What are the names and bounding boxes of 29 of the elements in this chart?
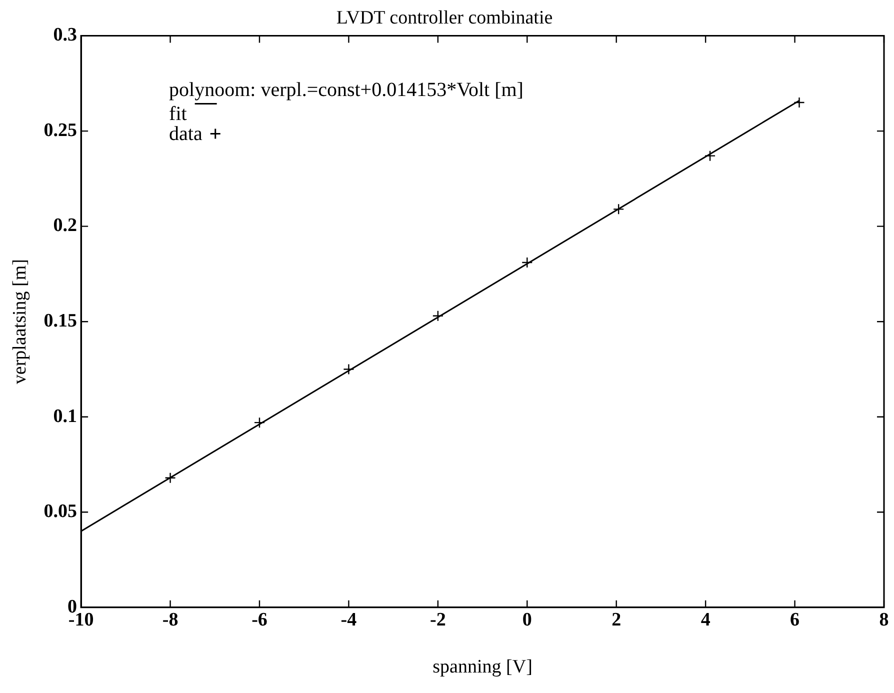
legend-label: fit bbox=[169, 102, 188, 125]
point bbox=[794, 96, 805, 108]
chart-title: LVDT controller combinatie bbox=[336, 7, 553, 28]
y-tick-label: 0.05 bbox=[44, 501, 78, 522]
y-axis-title: verplaatsing [m] bbox=[9, 259, 30, 384]
x-tick-label: 0 bbox=[522, 610, 532, 631]
point bbox=[704, 150, 716, 162]
y-tick-label: 0.1 bbox=[53, 406, 78, 427]
x-tick-label: 2 bbox=[612, 610, 622, 631]
x-tick-label: 4 bbox=[700, 610, 711, 631]
point bbox=[254, 416, 266, 428]
point bbox=[522, 256, 533, 268]
x-tick-label: 6 bbox=[790, 610, 800, 631]
annotation: polynoom: verpl.=const+0.014153*Volt [m] bbox=[169, 78, 524, 101]
x-tick-label: -8 bbox=[162, 610, 178, 631]
point bbox=[164, 472, 176, 484]
x-tick-label: -2 bbox=[430, 610, 446, 631]
point bbox=[612, 204, 624, 215]
point bbox=[432, 310, 444, 322]
x-tick-label: -6 bbox=[252, 610, 268, 631]
y-tick-label: 0.25 bbox=[44, 120, 78, 141]
y-tick-label: 0.3 bbox=[53, 24, 78, 46]
y-tick-label: 0.2 bbox=[53, 215, 78, 236]
point bbox=[343, 364, 354, 375]
y-tick-label: 0.15 bbox=[44, 310, 78, 332]
x-tick-label: 8 bbox=[879, 610, 889, 631]
x-tick-label: -4 bbox=[340, 610, 358, 631]
x-axis-title: spanning [V] bbox=[432, 656, 532, 678]
legend-label: data bbox=[169, 122, 202, 145]
